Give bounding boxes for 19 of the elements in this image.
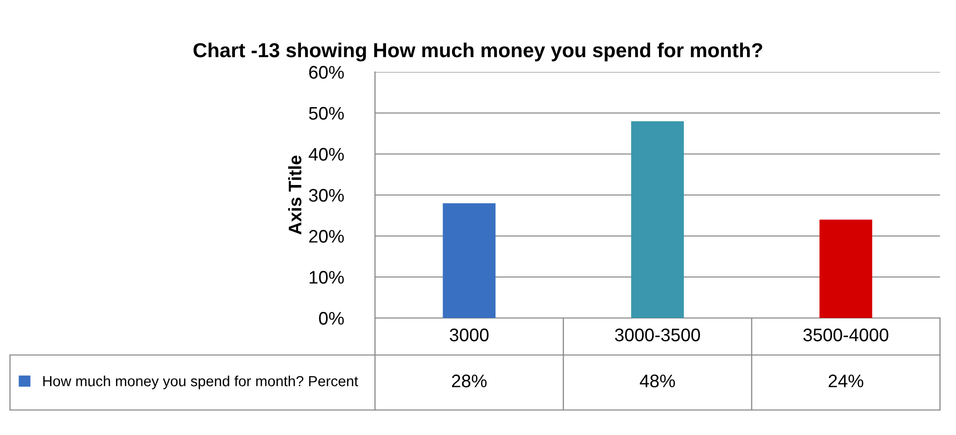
data-label: 28% — [452, 374, 487, 388]
y-tick-label: 60% — [309, 66, 344, 79]
bar — [631, 121, 684, 318]
bar — [819, 220, 872, 318]
x-tick-label: 3000 — [450, 328, 489, 342]
y-tick-label: 20% — [309, 230, 344, 243]
y-tick-label: 10% — [310, 270, 344, 284]
y-tick-label: 50% — [309, 106, 344, 120]
data-label: 24% — [828, 374, 864, 388]
chart-title: Chart -13 showing How much money you spend for month? — [194, 42, 762, 62]
y-tick-label: 0% — [319, 312, 344, 325]
legend-label: How much money you spend for month? Percent — [43, 376, 358, 390]
y-tick-label: 30% — [308, 188, 344, 202]
x-tick-label: 3000-3500 — [615, 328, 700, 342]
bar — [442, 203, 496, 318]
x-tick-label: 3500-4000 — [803, 328, 888, 342]
data-label: 48% — [640, 374, 675, 388]
y-tick-label: 40% — [308, 148, 344, 161]
y-axis-title: Axis Title — [288, 156, 302, 235]
